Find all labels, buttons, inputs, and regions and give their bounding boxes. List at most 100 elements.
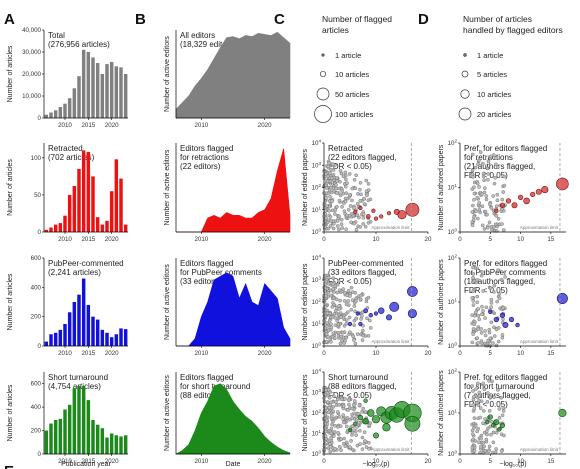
panel-d-row-2-bg-point-12 [472,198,476,202]
panel-c-row-3-bg-point-204 [339,334,343,339]
panel-d-row-3-bg-point-105 [483,343,488,348]
panel-d-row-4-bg-point-40 [491,430,496,435]
panel-c-row-4-bg-point-106 [331,419,335,424]
panel-d-row-2-bg-point-97 [489,206,494,210]
panel-c-row-3-title-line-1: PubPeer-commented [328,259,404,268]
panel-c-row-2-bg-point-108 [340,205,344,209]
panel-c-row-2-bg-point-10 [344,191,349,195]
panel-c-row-4-bg-point-107 [328,442,332,446]
panel-d-row-3-bg-point-60 [471,303,476,307]
panel-d-row-3-bg-point-80 [480,304,484,309]
panel-a-row-2-ytick-label-0: 0 [38,229,42,236]
panel-b-row-1-xtick-label-1: 2020 [258,122,272,129]
panel-d-row-3-point-0 [488,309,493,314]
panel-a-row-1-bar-2013 [77,76,81,118]
legend-c-circle-4 [314,105,332,123]
panel-c-row-2-point-1 [358,205,363,211]
panel-a-row-3-xtick-label-0: 2010 [58,350,72,357]
panel-c-row-4-bg-point-136 [329,436,333,440]
panel-d-row-2-bg-point-5 [495,198,500,203]
panel-c-row-4-bg-point-91 [325,400,330,404]
panel-c-row-2-bg-point-135 [358,225,363,229]
legend-d: Number of articles handled by flagged ed… [463,14,563,119]
panel-c-row-4-bg-point-109 [349,439,353,443]
panel-d-row-2-bg-point-63 [487,220,492,225]
panel-c-row-3-bg-point-158 [342,299,347,303]
panel-c-row-3-bg-point-193 [329,340,333,344]
panel-c-row-3-bg-point-55 [327,318,332,323]
panel-c-row-2-bg-point-201 [324,196,328,200]
panel-c-row-2-bg-point-180 [328,215,333,219]
panel-c-row-2-point-4 [373,216,379,221]
panel-c-row-2-bg-point-157 [352,221,357,226]
panel-c-row-4-bg-point-170 [363,439,367,443]
panel-d-row-4-point-0 [485,419,490,425]
panel-d-row-4-bg-point-68 [494,430,499,435]
panel-c-row-3-point-0 [355,311,360,316]
panel-c-row-2-title-line-2: (22 editors flagged, [328,153,397,162]
panel-d-row-4-ytick-exp-1: 1 [454,409,457,414]
legend-d-title-line-2: handled by flagged editors [463,25,563,35]
panel-c-row-3-bg-point-195 [337,307,341,311]
panel-d-row-4-title-line-4: FDR < 0.05) [464,400,508,409]
panel-c-row-2-bg-point-49 [364,178,369,183]
panel-d-row-2-bg-point-26 [482,190,487,195]
panel-c-row-3-bg-point-65 [349,307,354,312]
panel-c-row-4-bg-point-222 [347,398,351,403]
panel-d-row-2-bg-point-58 [502,174,506,179]
panel-d-row-2-bg-point-92 [470,223,475,228]
legend-d-circle-4 [458,107,472,121]
panel-c-row-3-bg-point-213 [337,304,341,308]
panel-d-row-2-bg-point-36 [471,152,475,157]
panel-a-row-4-xtick-label-2: 2020 [105,458,119,465]
panel-b-row-4-ylabel: Number of active editors [164,375,171,451]
panel-c-row-2-bg-point-154 [338,193,343,198]
panel-a-row-1-bar-2012 [72,88,77,118]
panel-d-row-3-bg-point-15 [491,290,496,294]
panel-c-row-3-point-2 [368,313,374,318]
panel-d-row-3-bg-point-88 [487,330,492,335]
panel-c-row-4-bg-point-168 [324,388,328,392]
panel-c-row-4-ytick-exp-0: 0 [318,450,321,455]
panel-c-row-3-bg-point-154 [352,304,357,308]
panel-c-row-3-xtick-label-1: 10 [373,350,380,357]
panel-c-row-4-bg-point-225 [350,416,354,420]
panel-a-row-1: Total(276,956 articles) 0 10,000 20,000 30,0… [7,27,128,129]
panel-c-row-2-bg-point-228 [358,199,363,203]
panel-a-row-1-bar-2007 [49,112,53,118]
panel-c-row-4-point-4 [367,409,375,417]
legend-c-item-1: 1 article [335,51,361,60]
panel-b-row-3-xtick-label-0: 2010 [194,350,208,357]
panel-d-row-2-title-line-3: (21 authors flagged, [464,162,535,171]
panel-b-row-1-title-line-1: All editors [180,31,215,40]
panel-d-row-3-title-line-1: Pref. for editors flagged [464,259,547,268]
panel-b-row-3-title-line-3: (33 editors) [180,277,221,286]
panel-a-row-4-bar-2018 [100,428,105,454]
panel-b-row-4-title-line-3: (88 editors) [180,391,221,400]
panel-c-row-2: Retracted(22 editors flagged,FDR < 0.05)… [302,139,432,244]
panel-d-row-2-bg-point-69 [470,172,475,177]
panel-c-row-2-point-5 [379,214,384,219]
panel-a-row-1-ytick-label-2: 20,000 [22,71,41,78]
panel-a-row-3-bar-2020 [109,337,114,346]
panel-c-row-4-point-13 [373,432,379,439]
panel-c-row-4-bg-point-221 [322,416,327,421]
panel-c-row-4-bg-point-110 [341,413,345,417]
panel-d-row-3-bg-point-40 [483,316,487,320]
panel-a-row-4-bar-2023 [123,435,128,454]
panel-c-row-3-bg-point-99 [352,323,356,327]
panel-c-row-4-bg-point-102 [333,423,337,428]
panel-a-row-3-xtick-label-2: 2020 [105,350,119,357]
panel-c-row-3-bg-point-152 [346,289,351,293]
panel-d-row-4-bg-point-41 [492,395,497,399]
panel-c-row-4-xtick-label-1: 10 [373,458,380,465]
panel-a-row-4: Short turnaround(4,754 articles) 0 200 400 6… [7,372,128,465]
panel-d-row-3-title-line-3: (18 authors flagged, [464,277,535,286]
panel-c-row-3-bg-point-228 [330,334,335,339]
panel-a-row-4-ytick-label-1: 200 [31,428,42,435]
panel-d-row-4-bg-point-74 [478,406,483,410]
panel-d-row-3-bg-point-55 [487,327,492,332]
panel-d-row-2-ytick-exp-0: 0 [454,228,457,233]
panel-c-row-3-bg-point-76 [366,295,371,300]
